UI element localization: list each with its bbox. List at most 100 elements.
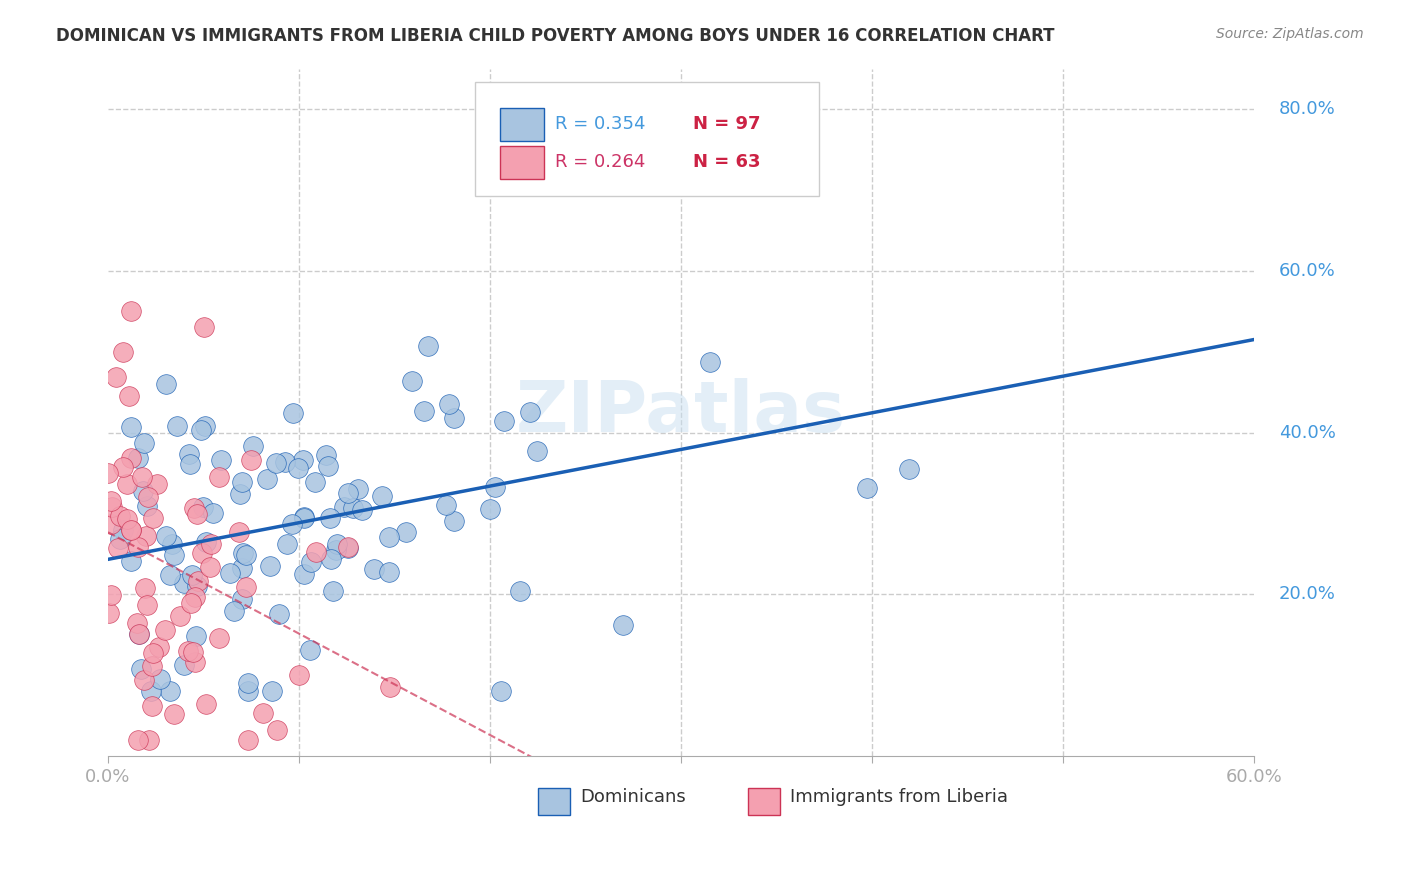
Point <box>100 500 122 514</box>
Point <box>316 459 339 474</box>
Point <box>194 535 217 549</box>
Point <box>138 733 160 747</box>
Point <box>699 355 721 369</box>
Text: N = 97: N = 97 <box>693 115 761 133</box>
Text: DOMINICAN VS IMMIGRANTS FROM LIBERIA CHILD POVERTY AMONG BOYS UNDER 16 CORRELATI: DOMINICAN VS IMMIGRANTS FROM LIBERIA CHI… <box>56 27 1054 45</box>
Text: 60.0%: 60.0% <box>1279 261 1336 280</box>
Point <box>281 516 304 531</box>
Point <box>315 448 337 462</box>
Text: 80.0%: 80.0% <box>1279 100 1336 118</box>
Point <box>231 592 253 607</box>
Point <box>131 470 153 484</box>
Point <box>231 475 253 489</box>
Point <box>121 419 143 434</box>
FancyBboxPatch shape <box>538 789 569 814</box>
Point <box>259 559 281 574</box>
Point <box>176 644 198 658</box>
Point <box>526 444 548 458</box>
Point <box>219 566 242 580</box>
Point <box>100 494 122 508</box>
Point <box>222 605 245 619</box>
Text: 40.0%: 40.0% <box>1279 424 1336 442</box>
Point <box>112 344 135 359</box>
Point <box>337 540 360 554</box>
Text: N = 63: N = 63 <box>693 153 761 171</box>
Point <box>193 320 215 334</box>
Point <box>325 542 347 557</box>
Point <box>287 461 309 475</box>
Point <box>135 528 157 542</box>
Point <box>319 510 342 524</box>
Point <box>112 523 135 537</box>
Text: R = 0.264: R = 0.264 <box>555 153 645 171</box>
Point <box>266 723 288 737</box>
Point <box>142 511 165 525</box>
Point <box>129 662 152 676</box>
Point <box>489 684 512 698</box>
Point <box>208 470 231 484</box>
Point <box>180 568 202 582</box>
Point <box>115 477 138 491</box>
Point <box>128 626 150 640</box>
Point <box>281 406 304 420</box>
Point <box>322 583 344 598</box>
Point <box>238 684 260 698</box>
Point <box>418 339 440 353</box>
Point <box>231 561 253 575</box>
Point <box>195 698 218 712</box>
Point <box>434 498 457 512</box>
Point <box>350 503 373 517</box>
Point <box>183 500 205 515</box>
Point <box>242 439 264 453</box>
Point <box>173 576 195 591</box>
Point <box>120 524 142 538</box>
Point <box>179 457 201 471</box>
Point <box>134 436 156 450</box>
Point <box>305 545 328 559</box>
Point <box>292 452 315 467</box>
Point <box>321 552 343 566</box>
Point <box>118 389 141 403</box>
Point <box>326 537 349 551</box>
Point <box>97 606 120 620</box>
FancyBboxPatch shape <box>501 145 544 178</box>
Point <box>437 397 460 411</box>
Point <box>276 537 298 551</box>
Point <box>186 508 208 522</box>
Point <box>274 455 297 469</box>
Point <box>669 167 692 181</box>
Point <box>105 370 128 384</box>
Point <box>179 447 201 461</box>
Point <box>256 471 278 485</box>
Point <box>200 537 222 551</box>
Point <box>159 567 181 582</box>
Point <box>266 456 288 470</box>
Point <box>128 627 150 641</box>
Point <box>236 676 259 690</box>
Text: Source: ZipAtlas.com: Source: ZipAtlas.com <box>1216 27 1364 41</box>
Point <box>108 533 131 547</box>
Point <box>190 423 212 437</box>
Point <box>132 484 155 499</box>
Point <box>252 706 274 720</box>
Point <box>148 640 170 655</box>
Point <box>299 555 322 569</box>
Point <box>898 461 921 475</box>
Point <box>120 524 142 538</box>
Point <box>239 453 262 467</box>
Point <box>484 480 506 494</box>
Point <box>292 510 315 524</box>
Point <box>136 490 159 504</box>
Point <box>134 673 156 687</box>
Point <box>228 524 250 539</box>
Point <box>127 540 149 554</box>
Point <box>142 647 165 661</box>
Point <box>191 500 214 514</box>
Point <box>110 508 132 523</box>
Point <box>141 659 163 673</box>
Point <box>146 476 169 491</box>
Text: Immigrants from Liberia: Immigrants from Liberia <box>790 788 1008 805</box>
FancyBboxPatch shape <box>475 82 818 195</box>
Point <box>292 567 315 582</box>
Point <box>288 668 311 682</box>
